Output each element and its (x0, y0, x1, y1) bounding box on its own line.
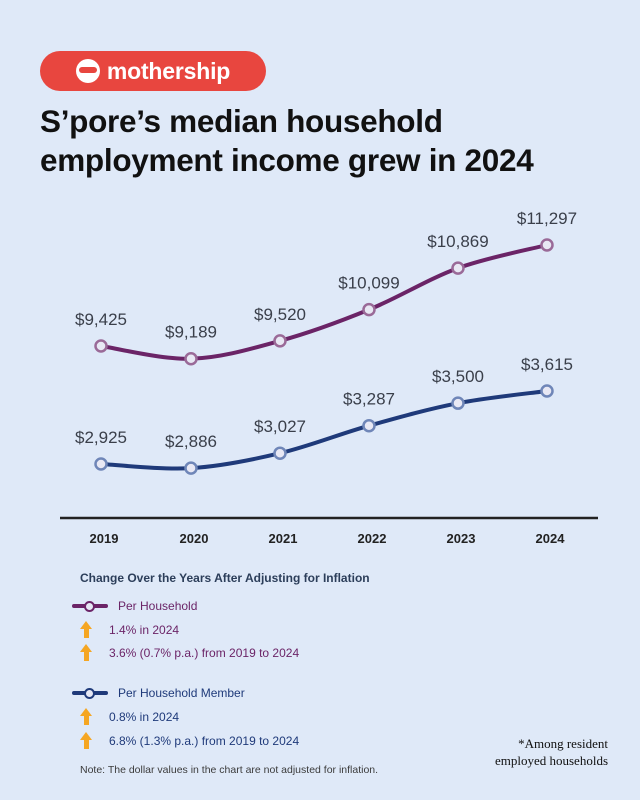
data-point (451, 261, 465, 275)
data-label: $9,425 (75, 310, 127, 329)
legend-stat: 0.8% in 2024 (80, 708, 179, 725)
mothership-logo-icon (75, 59, 100, 83)
headline-line-1: S’pore’s median household (40, 103, 443, 139)
data-label: $3,287 (343, 390, 395, 409)
legend-stat-text: 1.4% in 2024 (109, 622, 180, 637)
legend-stat: 1.4% in 2024 (80, 621, 179, 638)
note: Note: The dollar values in the chart are… (80, 764, 379, 776)
legend-per-household-member: Per Household Member (72, 686, 245, 700)
data-point (540, 238, 554, 252)
data-label: $3,027 (254, 417, 306, 436)
data-point (540, 384, 554, 398)
footnote-line-1: *Among resident (518, 736, 608, 751)
data-label: $9,189 (165, 323, 217, 342)
up-arrow-icon (80, 708, 92, 725)
data-label: $3,615 (521, 355, 573, 374)
footnote-line-2: employed households (494, 753, 608, 768)
x-tick-label: 2024 (536, 531, 566, 546)
data-point (273, 334, 287, 348)
legend-per-household: Per Household (72, 599, 197, 613)
data-point (94, 457, 108, 471)
data-label: $11,297 (517, 209, 577, 228)
footnote: *Among resident employed households (448, 735, 608, 769)
legend-stat-text: 6.8% (1.3% p.a.) from 2019 to 2024 (109, 733, 300, 748)
brand-name: mothership (106, 57, 231, 84)
data-label: $10,869 (427, 232, 488, 251)
data-label: $2,886 (165, 432, 217, 451)
data-point (362, 302, 376, 317)
data-point (94, 339, 108, 353)
series-line (99, 243, 549, 361)
legend-stat: 3.6% (0.7% p.a.) from 2019 to 2024 (80, 644, 299, 661)
series-line (99, 389, 549, 471)
legend-title: Change Over the Years After Adjusting fo… (80, 571, 370, 585)
headline: S’pore’s median household employment inc… (40, 102, 620, 180)
legend-line-marker-icon (72, 687, 108, 699)
legend-line-marker-icon (72, 600, 108, 612)
income-line-chart: 2019 2020 2021 2022 2023 2024 $9,425 $9,189 $9,5… (60, 209, 598, 546)
data-label: $9,520 (254, 305, 306, 324)
legend-stat-text: 3.6% (0.7% p.a.) from 2019 to 2024 (109, 645, 300, 660)
data-label: $2,925 (75, 428, 127, 447)
mothership-logo: mothership (40, 51, 266, 91)
legend-stat: 6.8% (1.3% p.a.) from 2019 to 2024 (80, 732, 299, 749)
data-point (362, 418, 376, 433)
headline-line-2: employment income grew in 2024 (40, 142, 534, 178)
x-tick-label: 2022 (358, 531, 387, 546)
data-point (184, 461, 198, 475)
legend-label: Per Household (118, 599, 198, 613)
data-point (273, 446, 287, 460)
data-label: $10,099 (338, 274, 399, 293)
x-tick-label: 2019 (90, 531, 119, 546)
data-label: $3,500 (432, 367, 484, 386)
legend-label: Per Household Member (118, 686, 245, 700)
up-arrow-icon (80, 644, 92, 661)
x-tick-label: 2021 (269, 531, 298, 546)
data-point (451, 396, 465, 410)
x-tick-label: 2023 (447, 531, 476, 546)
data-point (184, 351, 198, 366)
up-arrow-icon (80, 732, 92, 749)
legend-stat-text: 0.8% in 2024 (109, 709, 180, 724)
x-tick-label: 2020 (180, 531, 209, 546)
up-arrow-icon (80, 621, 92, 638)
